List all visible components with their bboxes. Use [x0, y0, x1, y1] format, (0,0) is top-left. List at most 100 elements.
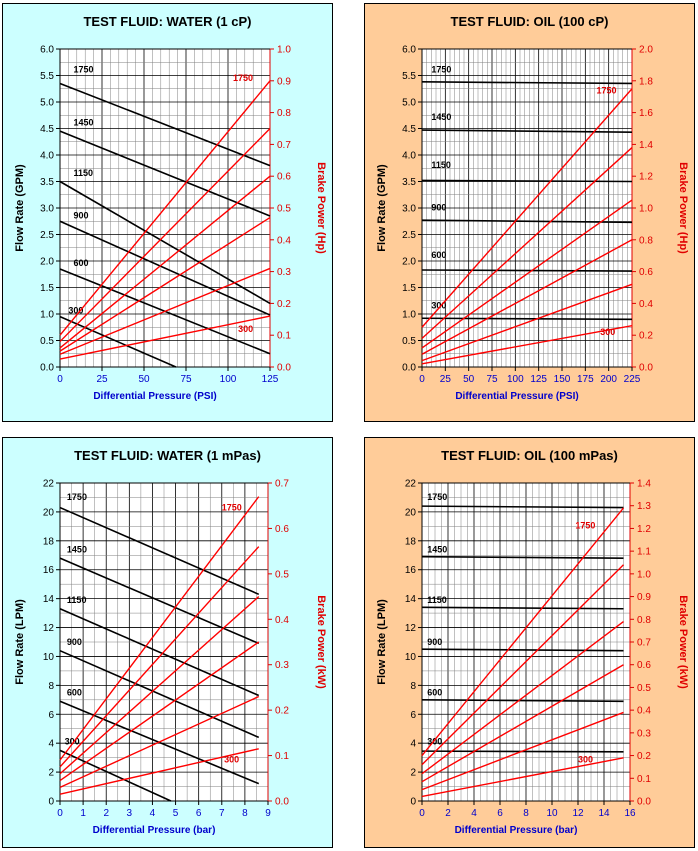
x-tick-label: 10	[546, 808, 558, 819]
y2-tick-label: 0.4	[277, 235, 291, 246]
x-tick-label: 2	[103, 808, 109, 819]
x-tick-label: 200	[600, 374, 617, 385]
x-tick-label: 50	[138, 374, 150, 385]
power-line-600	[421, 711, 624, 791]
flow-line-900	[59, 220, 271, 316]
power-line-1150	[421, 620, 624, 775]
flow-series-label: 1150	[73, 168, 93, 178]
chart-title: TEST FLUID: OIL (100 cP)	[451, 14, 609, 29]
y-tick-label: 4.5	[402, 124, 416, 135]
y-tick-label: 4	[48, 739, 54, 750]
x-tick-label: 14	[598, 808, 610, 819]
power-line-1150	[421, 199, 633, 349]
y-tick-label: 0.0	[40, 363, 54, 374]
power-series-label: 300	[224, 754, 239, 764]
y2-tick-label: 0.1	[275, 751, 289, 762]
y-tick-label: 3.0	[40, 204, 54, 215]
chart-svg-water-us: TEST FLUID: WATER (1 cP) 0.0 0.5 1.0 1.5 2.0 2…	[14, 14, 327, 402]
y-tick-label: 3.5	[40, 177, 54, 188]
x-axis-label: Differential Pressure (PSI)	[455, 391, 578, 402]
x-axis-label: Differential Pressure (bar)	[455, 825, 578, 836]
flow-line-1450	[421, 555, 624, 559]
y2-tick-label: 0.3	[275, 660, 289, 671]
flow-line-1450	[421, 129, 633, 134]
y2-axis-label: Brake Power (Hp)	[677, 162, 689, 254]
x-axis-label: Differential Pressure (bar)	[93, 825, 216, 836]
y2-tick-label: 0.2	[275, 706, 289, 717]
flow-series-label: 600	[73, 258, 88, 268]
power-line-1750	[421, 507, 625, 757]
x-tick-label: 75	[180, 374, 192, 385]
flow-series-label: 1750	[427, 492, 447, 502]
x-tick-label: 0	[57, 374, 63, 385]
power-series-label: 300	[238, 324, 253, 334]
y-tick-label: 20	[405, 507, 417, 518]
y2-tick-label: 0.3	[277, 267, 291, 278]
flow-line-900	[59, 649, 260, 739]
y-tick-label: 3.5	[402, 177, 416, 188]
flow-line-1150	[421, 179, 633, 183]
x-tick-label: 25	[96, 374, 108, 385]
flow-series-label: 1750	[431, 65, 451, 75]
power-series-label: 1750	[233, 73, 253, 83]
flow-series-label: 1450	[427, 544, 447, 554]
x-tick-label: 125	[262, 374, 279, 385]
power-line-300	[421, 324, 633, 365]
y-tick-label: 1.0	[402, 310, 416, 321]
y-tick-label: 0.5	[40, 336, 54, 347]
flow-line-600	[421, 269, 633, 272]
y-tick-label: 3.0	[402, 204, 416, 215]
y-tick-label: 1.5	[40, 283, 54, 294]
y-tick-label: 8	[48, 681, 54, 692]
y-tick-label: 2.5	[40, 230, 54, 241]
flow-line-1750	[59, 82, 271, 167]
chart-title: TEST FLUID: WATER (1 mPas)	[74, 448, 261, 463]
y2-axis-label: Brake Power (Hp)	[315, 162, 327, 254]
power-line-900	[421, 664, 624, 783]
x-tick-label: 50	[463, 374, 475, 385]
y-axis-label: Flow Rate (GPM)	[14, 164, 26, 252]
y2-tick-label: 0.6	[637, 660, 651, 671]
y2-tick-label: 0.8	[637, 615, 651, 626]
power-line-1450	[421, 147, 633, 339]
flow-line-1150	[59, 608, 260, 697]
y-tick-label: 4.0	[40, 151, 54, 162]
y-tick-label: 18	[43, 536, 55, 547]
chart-panel-water-us: TEST FLUID: WATER (1 cP) 0.0 0.5 1.0 1.5 2.0 2…	[2, 3, 333, 422]
flow-series-label: 600	[431, 250, 446, 260]
flow-series-label: 300	[427, 737, 442, 747]
x-tick-label: 1	[80, 808, 86, 819]
x-tick-label: 0	[419, 374, 425, 385]
y-tick-label: 6.0	[402, 45, 416, 56]
power-line-300	[421, 757, 624, 798]
x-tick-label: 9	[265, 808, 271, 819]
y-tick-label: 18	[405, 536, 417, 547]
power-line-300	[59, 315, 271, 360]
y-tick-label: 16	[405, 565, 417, 576]
y-tick-label: 22	[43, 479, 55, 490]
y-tick-label: 4.0	[402, 151, 416, 162]
flow-line-300	[421, 317, 633, 321]
power-line-900	[59, 216, 271, 352]
y-tick-label: 6.0	[40, 45, 54, 56]
chart-svg-oil-us: TEST FLUID: OIL (100 cP) 0.0 0.5 1.0 1.5 2.0 2…	[376, 14, 689, 402]
power-line-900	[59, 641, 260, 782]
x-tick-label: 0	[419, 808, 425, 819]
flow-series-label: 1150	[431, 160, 451, 170]
y2-tick-label: 0.3	[637, 728, 651, 739]
x-tick-label: 8	[523, 808, 529, 819]
y-tick-label: 5.5	[40, 71, 54, 82]
x-tick-label: 150	[554, 374, 571, 385]
y2-tick-label: 1.8	[639, 76, 653, 87]
y2-tick-label: 0.9	[637, 592, 651, 603]
power-line-600	[59, 695, 260, 789]
power-line-600	[421, 283, 633, 362]
x-tick-label: 75	[486, 374, 498, 385]
y2-tick-label: 0.8	[277, 108, 291, 119]
y-tick-label: 2.0	[40, 257, 54, 268]
flow-line-300	[59, 749, 172, 802]
y2-tick-label: 0.0	[637, 797, 651, 808]
x-tick-label: 0	[57, 808, 63, 819]
flow-series-label: 900	[73, 210, 88, 220]
power-line-1150	[59, 596, 260, 775]
